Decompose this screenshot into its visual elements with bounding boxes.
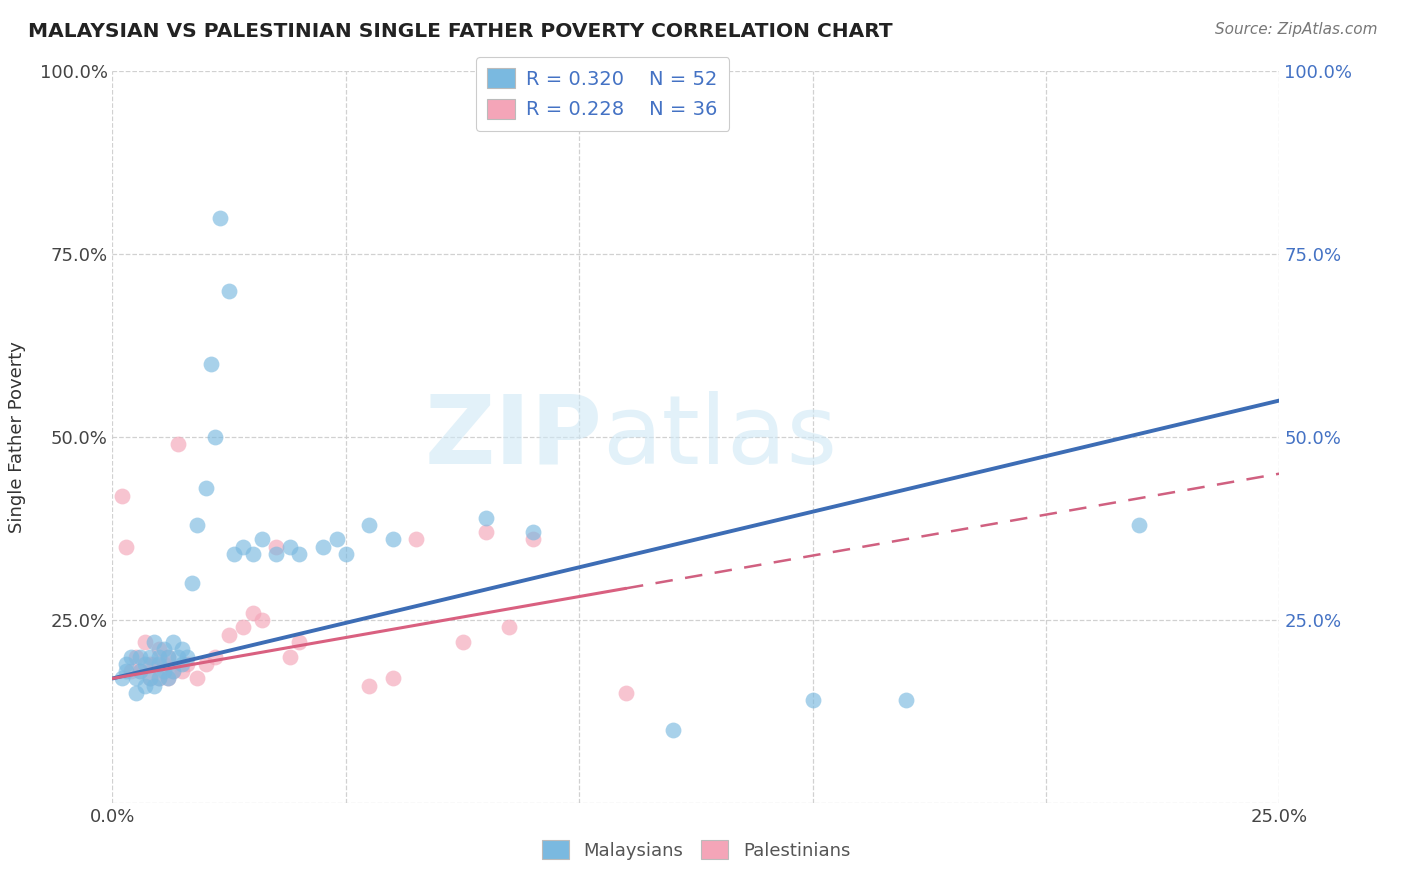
Point <box>148 649 170 664</box>
Point <box>172 642 194 657</box>
Point <box>139 672 162 686</box>
Point <box>148 657 170 671</box>
Point <box>148 672 170 686</box>
Point <box>129 664 152 678</box>
Point <box>522 533 544 547</box>
Point <box>125 686 148 700</box>
Point <box>153 642 176 657</box>
Point <box>451 635 474 649</box>
Point <box>115 657 138 671</box>
Point <box>335 547 357 561</box>
Point <box>264 547 287 561</box>
Point <box>134 657 156 671</box>
Point <box>359 517 381 532</box>
Point <box>166 649 188 664</box>
Point <box>278 649 301 664</box>
Point <box>614 686 637 700</box>
Point <box>498 620 520 634</box>
Point <box>194 657 217 671</box>
Text: Source: ZipAtlas.com: Source: ZipAtlas.com <box>1215 22 1378 37</box>
Point <box>232 540 254 554</box>
Point <box>381 672 404 686</box>
Point <box>157 649 180 664</box>
Point <box>129 649 152 664</box>
Point <box>157 672 180 686</box>
Point <box>475 525 498 540</box>
Point <box>139 672 162 686</box>
Point <box>172 657 194 671</box>
Point <box>115 664 138 678</box>
Text: atlas: atlas <box>603 391 838 483</box>
Point <box>242 547 264 561</box>
Point <box>208 211 231 225</box>
Point <box>311 540 333 554</box>
Point <box>522 525 544 540</box>
Point <box>134 679 156 693</box>
Point <box>153 657 176 671</box>
Point <box>139 649 162 664</box>
Point <box>381 533 404 547</box>
Point <box>278 540 301 554</box>
Point <box>801 693 824 707</box>
Point <box>1128 517 1150 532</box>
Point <box>125 672 148 686</box>
Point <box>180 576 202 591</box>
Point <box>148 642 170 657</box>
Point <box>288 635 311 649</box>
Point <box>250 533 273 547</box>
Point <box>288 547 311 561</box>
Point <box>143 635 166 649</box>
Point <box>250 613 273 627</box>
Point <box>162 664 184 678</box>
Point <box>194 481 217 495</box>
Point <box>186 517 208 532</box>
Y-axis label: Single Father Poverty: Single Father Poverty <box>7 341 25 533</box>
Point <box>139 657 162 671</box>
Point <box>325 533 347 547</box>
Point <box>222 547 245 561</box>
Legend: Malaysians, Palestinians: Malaysians, Palestinians <box>534 833 858 867</box>
Point <box>204 649 226 664</box>
Point <box>143 657 166 671</box>
Point <box>115 540 138 554</box>
Text: ZIP: ZIP <box>425 391 603 483</box>
Point <box>242 606 264 620</box>
Point <box>120 664 142 678</box>
Point <box>111 489 134 503</box>
Point <box>153 664 176 678</box>
Point <box>111 672 134 686</box>
Text: MALAYSIAN VS PALESTINIAN SINGLE FATHER POVERTY CORRELATION CHART: MALAYSIAN VS PALESTINIAN SINGLE FATHER P… <box>28 22 893 41</box>
Point <box>218 284 240 298</box>
Point <box>166 437 188 451</box>
Point <box>176 657 198 671</box>
Point <box>120 649 142 664</box>
Point <box>264 540 287 554</box>
Point <box>143 679 166 693</box>
Point <box>200 357 222 371</box>
Point <box>148 672 170 686</box>
Point <box>162 664 184 678</box>
Point <box>134 635 156 649</box>
Point <box>162 635 184 649</box>
Point <box>129 664 152 678</box>
Point <box>232 620 254 634</box>
Point <box>661 723 683 737</box>
Point <box>359 679 381 693</box>
Point <box>176 649 198 664</box>
Point <box>218 627 240 641</box>
Point <box>157 649 180 664</box>
Point <box>157 672 180 686</box>
Point <box>172 664 194 678</box>
Point <box>125 649 148 664</box>
Point <box>186 672 208 686</box>
Point <box>405 533 427 547</box>
Point <box>475 510 498 524</box>
Point <box>204 430 226 444</box>
Point <box>894 693 917 707</box>
